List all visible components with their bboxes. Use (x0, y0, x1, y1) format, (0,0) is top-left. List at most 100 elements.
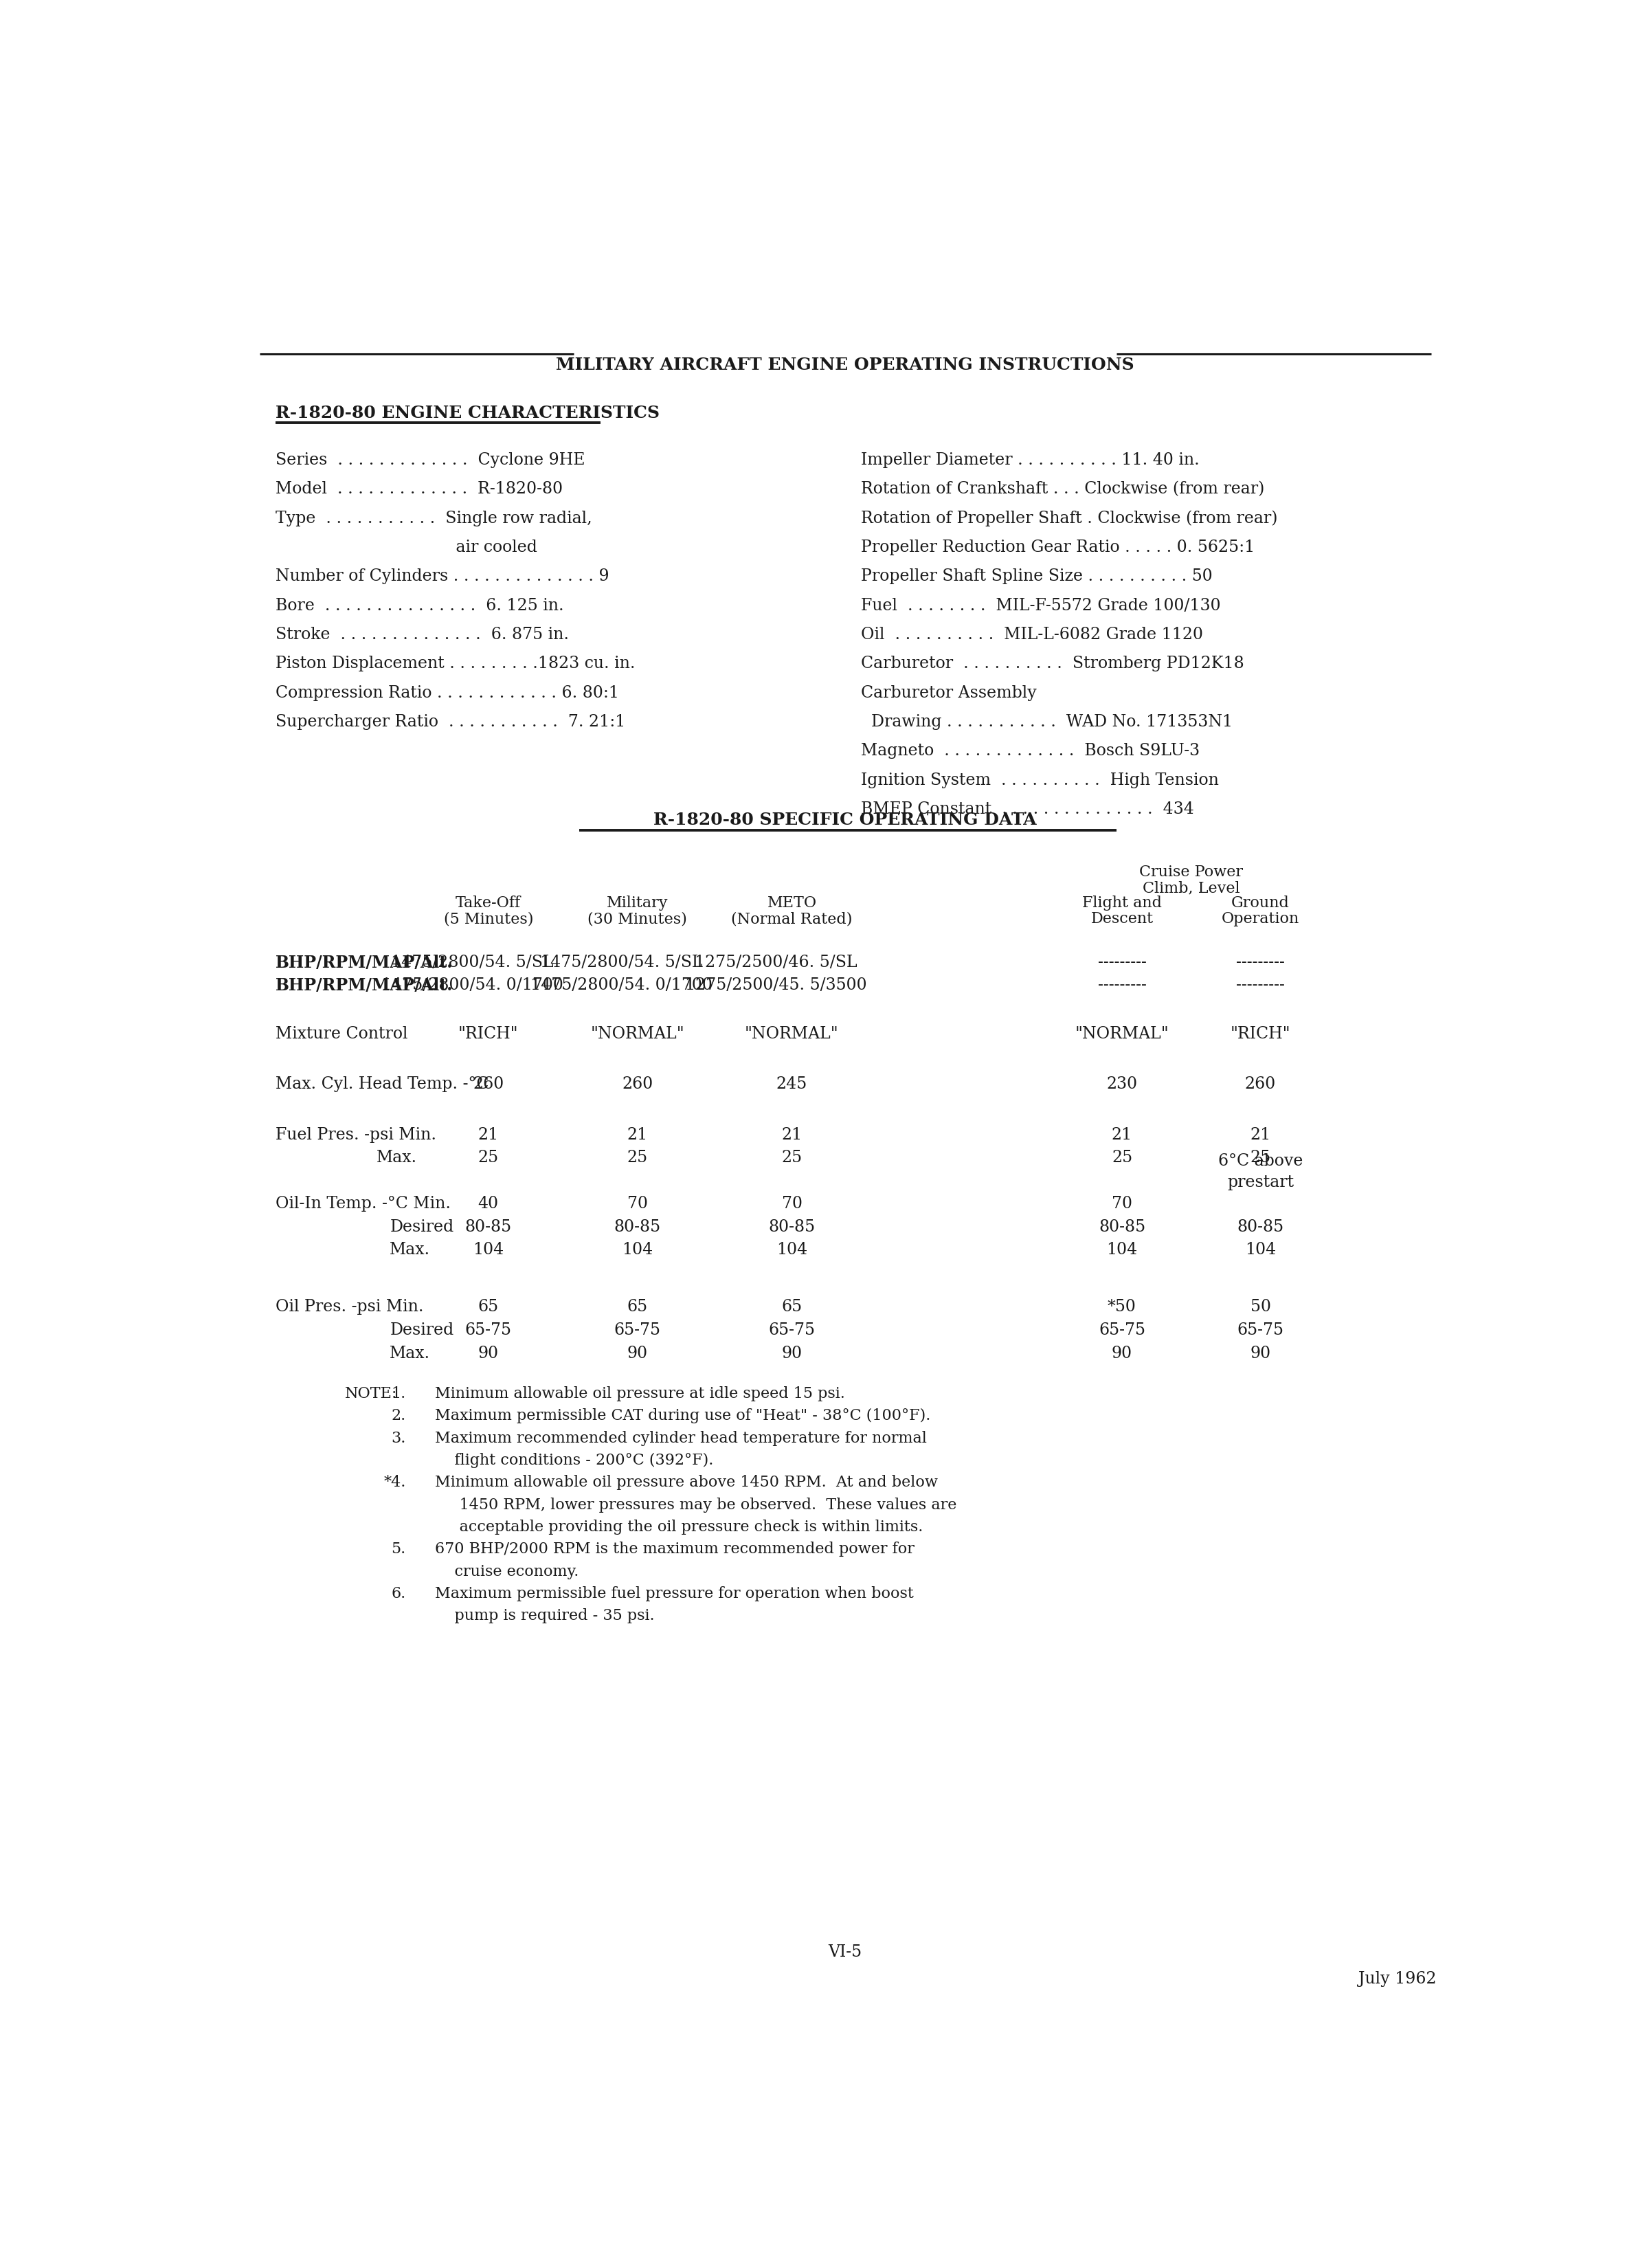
Text: Flight and: Flight and (1082, 896, 1163, 912)
Text: 65: 65 (782, 1300, 801, 1315)
Text: Carburetor  . . . . . . . . . .  Stromberg PD12K18: Carburetor . . . . . . . . . . Stromberg… (861, 655, 1245, 671)
Text: Oil-In Temp. -°C Min.: Oil-In Temp. -°C Min. (275, 1195, 450, 1211)
Text: Mixture Control: Mixture Control (275, 1027, 407, 1041)
Text: 25: 25 (1111, 1150, 1133, 1166)
Text: 1.: 1. (391, 1386, 406, 1402)
Text: (Normal Rated): (Normal Rated) (731, 912, 853, 928)
Text: 80-85: 80-85 (1237, 1218, 1285, 1234)
Text: 90: 90 (1250, 1345, 1271, 1361)
Text: 25: 25 (782, 1150, 801, 1166)
Text: 70: 70 (782, 1195, 801, 1211)
Text: 260: 260 (622, 1077, 653, 1093)
Text: 5.: 5. (391, 1542, 406, 1556)
Text: 260: 260 (473, 1077, 505, 1093)
Text: Maximum permissible fuel pressure for operation when boost: Maximum permissible fuel pressure for op… (435, 1585, 914, 1601)
Text: Model  . . . . . . . . . . . . .  R-1820-80: Model . . . . . . . . . . . . . R-1820-8… (275, 481, 562, 497)
Text: Oil  . . . . . . . . . .  MIL-L-6082 Grade 1120: Oil . . . . . . . . . . MIL-L-6082 Grade… (861, 626, 1204, 642)
Text: Descent: Descent (1090, 912, 1153, 928)
Text: 65: 65 (478, 1300, 498, 1315)
Text: acceptable providing the oil pressure check is within limits.: acceptable providing the oil pressure ch… (435, 1520, 923, 1535)
Text: Rotation of Propeller Shaft . Clockwise (from rear): Rotation of Propeller Shaft . Clockwise … (861, 510, 1278, 526)
Text: Drawing . . . . . . . . . . .  WAD No. 171353N1: Drawing . . . . . . . . . . . WAD No. 17… (861, 714, 1233, 730)
Text: 104: 104 (777, 1243, 808, 1259)
Text: Desired: Desired (389, 1322, 453, 1338)
Text: 25: 25 (478, 1150, 498, 1166)
Text: 260: 260 (1245, 1077, 1276, 1093)
Text: 21: 21 (1111, 1127, 1133, 1143)
Text: Series  . . . . . . . . . . . . .  Cyclone 9HE: Series . . . . . . . . . . . . . Cyclone… (275, 451, 585, 467)
Text: 104: 104 (1245, 1243, 1276, 1259)
Text: air cooled: air cooled (275, 540, 538, 556)
Text: 245: 245 (777, 1077, 808, 1093)
Text: Supercharger Ratio  . . . . . . . . . . .  7. 21:1: Supercharger Ratio . . . . . . . . . . .… (275, 714, 625, 730)
Text: ---------: --------- (1237, 978, 1285, 993)
Text: Impeller Diameter . . . . . . . . . . 11. 40 in.: Impeller Diameter . . . . . . . . . . 11… (861, 451, 1200, 467)
Text: 50: 50 (1250, 1300, 1271, 1315)
Text: Fuel  . . . . . . . .  MIL-F-5572 Grade 100/130: Fuel . . . . . . . . MIL-F-5572 Grade 10… (861, 599, 1220, 612)
Text: 1475/2800/54. 0/1700: 1475/2800/54. 0/1700 (381, 978, 564, 993)
Text: 1450 RPM, lower pressures may be observed.  These values are: 1450 RPM, lower pressures may be observe… (435, 1497, 956, 1513)
Text: MILITARY AIRCRAFT ENGINE OPERATING INSTRUCTIONS: MILITARY AIRCRAFT ENGINE OPERATING INSTR… (556, 356, 1135, 374)
Text: "NORMAL": "NORMAL" (1075, 1027, 1169, 1041)
Text: Rotation of Crankshaft . . . Clockwise (from rear): Rotation of Crankshaft . . . Clockwise (… (861, 481, 1265, 497)
Text: Military: Military (607, 896, 668, 912)
Text: 65: 65 (627, 1300, 648, 1315)
Text: Stroke  . . . . . . . . . . . . . .  6. 875 in.: Stroke . . . . . . . . . . . . . . 6. 87… (275, 626, 569, 642)
Text: *50: *50 (1108, 1300, 1136, 1315)
Text: 21: 21 (627, 1127, 648, 1143)
Text: 65-75: 65-75 (1237, 1322, 1285, 1338)
Text: July 1962: July 1962 (1359, 1971, 1436, 1987)
Text: Maximum recommended cylinder head temperature for normal: Maximum recommended cylinder head temper… (435, 1431, 927, 1445)
Text: 1275/2500/45. 5/3500: 1275/2500/45. 5/3500 (684, 978, 867, 993)
Text: BHP/RPM/MAP/Alt.: BHP/RPM/MAP/Alt. (275, 955, 453, 971)
Text: ---------: --------- (1098, 978, 1146, 993)
Text: 1475/2800/54. 0/1700: 1475/2800/54. 0/1700 (531, 978, 712, 993)
Text: 25: 25 (1250, 1150, 1271, 1166)
Text: "RICH": "RICH" (458, 1027, 518, 1041)
Text: VI-5: VI-5 (828, 1944, 862, 1960)
Text: Cruise Power: Cruise Power (1139, 864, 1243, 880)
Text: 2.: 2. (391, 1408, 406, 1424)
Text: 80-85: 80-85 (465, 1218, 511, 1234)
Text: R-1820-80 ENGINE CHARACTERISTICS: R-1820-80 ENGINE CHARACTERISTICS (275, 404, 660, 422)
Text: 90: 90 (1111, 1345, 1133, 1361)
Text: 25: 25 (627, 1150, 648, 1166)
Text: 80-85: 80-85 (768, 1218, 815, 1234)
Text: 65-75: 65-75 (465, 1322, 511, 1338)
Text: Oil Pres. -psi Min.: Oil Pres. -psi Min. (275, 1300, 424, 1315)
Text: "NORMAL": "NORMAL" (745, 1027, 839, 1041)
Text: Max. Cyl. Head Temp. -°C: Max. Cyl. Head Temp. -°C (275, 1077, 488, 1093)
Text: flight conditions - 200°C (392°F).: flight conditions - 200°C (392°F). (435, 1454, 714, 1467)
Text: Carburetor Assembly: Carburetor Assembly (861, 685, 1037, 701)
Text: 70: 70 (1111, 1195, 1133, 1211)
Text: Ignition System  . . . . . . . . . .  High Tension: Ignition System . . . . . . . . . . High… (861, 771, 1219, 787)
Text: ---------: --------- (1237, 955, 1285, 971)
Text: Magneto  . . . . . . . . . . . . .  Bosch S9LU-3: Magneto . . . . . . . . . . . . . Bosch … (861, 744, 1200, 760)
Text: Minimum allowable oil pressure above 1450 RPM.  At and below: Minimum allowable oil pressure above 145… (435, 1474, 938, 1490)
Text: 70: 70 (627, 1195, 648, 1211)
Text: 1275/2500/46. 5/SL: 1275/2500/46. 5/SL (694, 955, 857, 971)
Text: 1475/2800/54. 5/SL: 1475/2800/54. 5/SL (391, 955, 554, 971)
Text: 21: 21 (478, 1127, 498, 1143)
Text: Maximum permissible CAT during use of "Heat" - 38°C (100°F).: Maximum permissible CAT during use of "H… (435, 1408, 930, 1424)
Text: Compression Ratio . . . . . . . . . . . . 6. 80:1: Compression Ratio . . . . . . . . . . . … (275, 685, 618, 701)
Text: 21: 21 (1250, 1127, 1271, 1143)
Text: 230: 230 (1106, 1077, 1138, 1093)
Text: 90: 90 (627, 1345, 648, 1361)
Text: Bore  . . . . . . . . . . . . . . .  6. 125 in.: Bore . . . . . . . . . . . . . . . 6. 12… (275, 599, 564, 612)
Text: Max.: Max. (389, 1345, 430, 1361)
Text: ---------: --------- (1098, 955, 1146, 971)
Text: Propeller Shaft Spline Size . . . . . . . . . . 50: Propeller Shaft Spline Size . . . . . . … (861, 569, 1212, 585)
Text: 65-75: 65-75 (768, 1322, 815, 1338)
Text: 6.: 6. (391, 1585, 406, 1601)
Text: 90: 90 (478, 1345, 498, 1361)
Text: (5 Minutes): (5 Minutes) (444, 912, 533, 928)
Text: (30 Minutes): (30 Minutes) (587, 912, 688, 928)
Text: Propeller Reduction Gear Ratio . . . . . 0. 5625:1: Propeller Reduction Gear Ratio . . . . .… (861, 540, 1255, 556)
Text: 80-85: 80-85 (1098, 1218, 1146, 1234)
Text: R-1820-80 SPECIFIC OPERATING DATA: R-1820-80 SPECIFIC OPERATING DATA (653, 812, 1037, 828)
Text: 104: 104 (1106, 1243, 1138, 1259)
Text: NOTE:: NOTE: (345, 1386, 397, 1402)
Text: "NORMAL": "NORMAL" (590, 1027, 684, 1041)
Text: Ground: Ground (1232, 896, 1290, 912)
